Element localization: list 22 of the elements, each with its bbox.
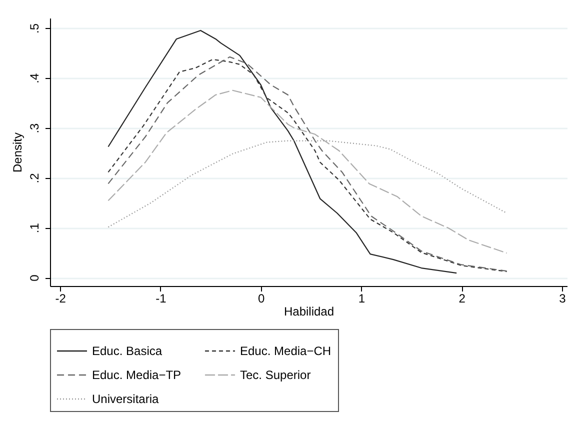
line-series [108, 90, 508, 254]
line-series [108, 140, 508, 228]
x-tick-label: 1 [358, 292, 366, 306]
x-axis-title: Habilidad [284, 304, 334, 318]
x-tick-label: 0 [258, 292, 265, 306]
y-tick-label: .2 [28, 172, 42, 184]
legend-label: Universitaria [92, 392, 160, 406]
legend-label: Educ. Media−TP [92, 368, 182, 382]
legend-label: Educ. Basica [92, 344, 162, 358]
line-series [108, 30, 458, 274]
y-tick-label: .5 [28, 23, 42, 34]
x-tick-label: 3 [559, 292, 566, 306]
x-tick-label: 2 [458, 292, 466, 306]
y-axis-title: Density [10, 132, 24, 173]
y-tick-label: .1 [28, 222, 42, 234]
y-tick-label: 0 [28, 274, 42, 282]
x-tick-label: -1 [156, 292, 167, 306]
x-tick-label: -2 [55, 292, 66, 306]
y-tick-label: .3 [28, 122, 42, 134]
legend-label: Tec. Superior [240, 368, 311, 382]
legend-label: Educ. Media−CH [240, 344, 332, 358]
y-tick-label: .4 [28, 73, 42, 84]
